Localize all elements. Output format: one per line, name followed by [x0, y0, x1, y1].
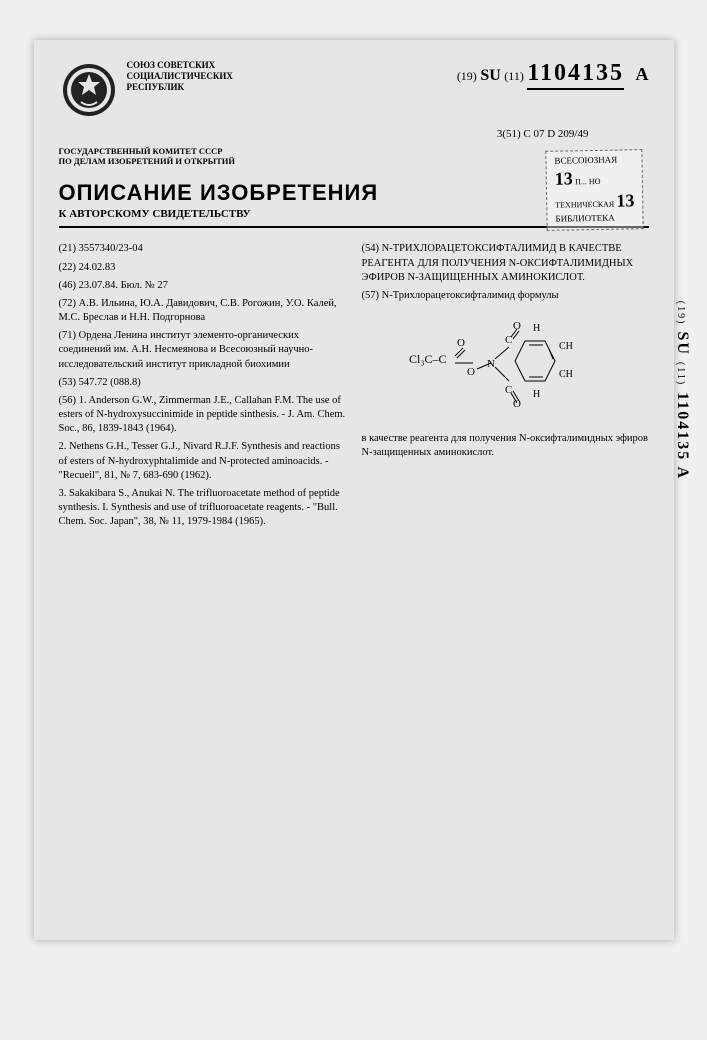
svg-text:O: O	[467, 366, 475, 378]
union-line: СОЦИАЛИСТИЧЕСКИХ	[127, 71, 247, 82]
union-text: СОЮЗ СОВЕТСКИХ СОЦИАЛИСТИЧЕСКИХ РЕСПУБЛИ…	[127, 60, 247, 92]
chemical-formula: Cl₃C–C O O N C C O O	[362, 311, 649, 424]
left-column: (21) 3557340/23-04 (22) 24.02.83 (46) 23…	[59, 242, 346, 533]
side-suffix: A	[675, 466, 692, 480]
pub-su: SU	[480, 67, 500, 84]
stamp-line: П... НО	[575, 177, 600, 186]
svg-text:O: O	[513, 398, 521, 410]
side-publication-number: (19) SU (11) 1104135 A	[674, 301, 692, 480]
side-su: SU	[675, 331, 692, 355]
union-line: СОЮЗ СОВЕТСКИХ	[127, 60, 247, 71]
svg-text:CH: CH	[559, 341, 573, 352]
side-mid: (11)	[676, 362, 687, 386]
field-57-intro: (57) N-Трихлорацетоксифталимид формулы	[362, 289, 649, 303]
field-46: (46) 23.07.84. Бюл. № 27	[59, 279, 346, 293]
svg-text:O: O	[457, 337, 465, 349]
field-56-ref3: 3. Sakakibara S., Anukai N. The trifluor…	[59, 487, 346, 530]
classification-code: 3(51) C 07 D 209/49	[59, 128, 589, 140]
ussr-emblem-icon	[59, 60, 119, 120]
right-column: (54) N-ТРИХЛОРАЦЕТОКСИФТАЛИМИД В КАЧЕСТВ…	[362, 242, 649, 533]
svg-text:H: H	[533, 323, 540, 334]
field-53: (53) 547.72 (088.8)	[59, 376, 346, 390]
stamp-line: БИБЛИОТЕКА	[556, 213, 635, 226]
field-54: (54) N-ТРИХЛОРАЦЕТОКСИФТАЛИМИД В КАЧЕСТВ…	[362, 242, 649, 285]
field-21: (21) 3557340/23-04	[59, 242, 346, 256]
library-stamp: ВСЕСОЮЗНАЯ 13 П... НО ТЕХНИЧЕСКАЯ 13 БИБ…	[546, 149, 645, 231]
svg-text:Cl₃C–C: Cl₃C–C	[409, 352, 447, 366]
svg-text:CH: CH	[559, 369, 573, 380]
pub-main-number: 1104135	[527, 60, 624, 90]
pub-mid: (11)	[504, 69, 524, 83]
svg-text:O: O	[513, 320, 521, 332]
side-number: 1104135	[675, 392, 692, 461]
publication-number: (19) SU (11) 1104135 A	[457, 60, 649, 87]
pub-suffix: A	[636, 64, 649, 84]
header-row: СОЮЗ СОВЕТСКИХ СОЦИАЛИСТИЧЕСКИХ РЕСПУБЛИ…	[59, 60, 649, 120]
stamp-line: ТЕХНИЧЕСКАЯ	[555, 200, 614, 210]
union-line: РЕСПУБЛИК	[127, 82, 247, 93]
field-56-ref1: (56) 1. Anderson G.W., Zimmerman J.E., C…	[59, 394, 346, 437]
field-57-end: в качестве реагента для получения N-окси…	[362, 432, 649, 460]
field-56-ref2: 2. Nethens G.H., Tesser G.J., Nivard R.J…	[59, 440, 346, 483]
svg-text:H: H	[533, 389, 540, 400]
stamp-line: ВСЕСОЮЗНАЯ	[555, 154, 634, 167]
field-22: (22) 24.02.83	[59, 261, 346, 275]
pub-prefix: (19)	[457, 69, 477, 83]
content-columns: (21) 3557340/23-04 (22) 24.02.83 (46) 23…	[59, 242, 649, 533]
svg-text:N: N	[487, 358, 495, 370]
field-72: (72) А.В. Ильина, Ю.А. Давидович, С.В. Р…	[59, 297, 346, 325]
side-prefix: (19)	[676, 301, 687, 326]
patent-page: СОЮЗ СОВЕТСКИХ СОЦИАЛИСТИЧЕСКИХ РЕСПУБЛИ…	[34, 40, 674, 940]
stamp-num: 13	[555, 168, 573, 188]
svg-text:C: C	[505, 334, 512, 346]
stamp-num: 13	[617, 190, 635, 210]
field-71: (71) Ордена Ленина институт элементо-орг…	[59, 329, 346, 372]
